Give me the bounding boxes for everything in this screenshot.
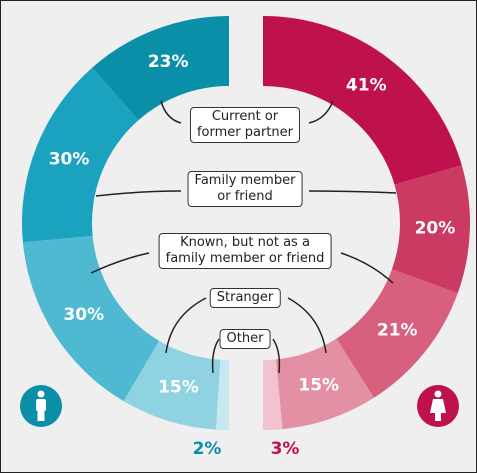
category-label: Stranger xyxy=(209,288,281,308)
connector xyxy=(160,100,182,124)
connector xyxy=(95,190,182,197)
value-label: 30% xyxy=(63,305,104,325)
connector xyxy=(272,338,281,374)
segment xyxy=(275,338,374,430)
value-label: 21% xyxy=(377,321,418,341)
icon-head xyxy=(37,390,45,398)
value-label: 3% xyxy=(271,439,300,459)
connector-lines xyxy=(90,100,397,374)
segment xyxy=(22,235,160,402)
connector xyxy=(308,190,397,194)
value-label: 15% xyxy=(298,376,339,396)
female-icon xyxy=(417,385,459,427)
icon-head xyxy=(434,390,442,398)
value-label: 20% xyxy=(415,218,456,238)
segment xyxy=(22,67,139,243)
segment xyxy=(336,269,458,398)
segment xyxy=(391,165,470,294)
donut xyxy=(22,16,470,430)
icon-body xyxy=(36,399,46,411)
segment xyxy=(92,16,229,121)
segment xyxy=(123,340,221,430)
value-label: 41% xyxy=(346,75,387,95)
category-label: Current or former partner xyxy=(189,107,301,143)
male-icon xyxy=(20,385,62,427)
value-label: 2% xyxy=(193,439,222,459)
value-label: 15% xyxy=(158,377,199,397)
segment xyxy=(263,16,462,185)
category-label: Family member or friend xyxy=(187,171,303,207)
icon-legs xyxy=(435,412,441,421)
connector xyxy=(287,297,327,354)
value-label: 23% xyxy=(148,52,189,72)
connector xyxy=(340,252,394,284)
connector xyxy=(211,338,220,374)
icon-legs xyxy=(37,409,45,421)
category-label: Known, but not as a family member or fri… xyxy=(158,233,332,269)
connector xyxy=(90,252,150,274)
icon-body xyxy=(430,399,446,413)
segment xyxy=(263,359,283,430)
value-label: 30% xyxy=(49,150,90,170)
segment xyxy=(216,359,229,430)
category-label: Other xyxy=(219,329,271,349)
connector xyxy=(308,100,334,124)
connector xyxy=(165,297,207,354)
